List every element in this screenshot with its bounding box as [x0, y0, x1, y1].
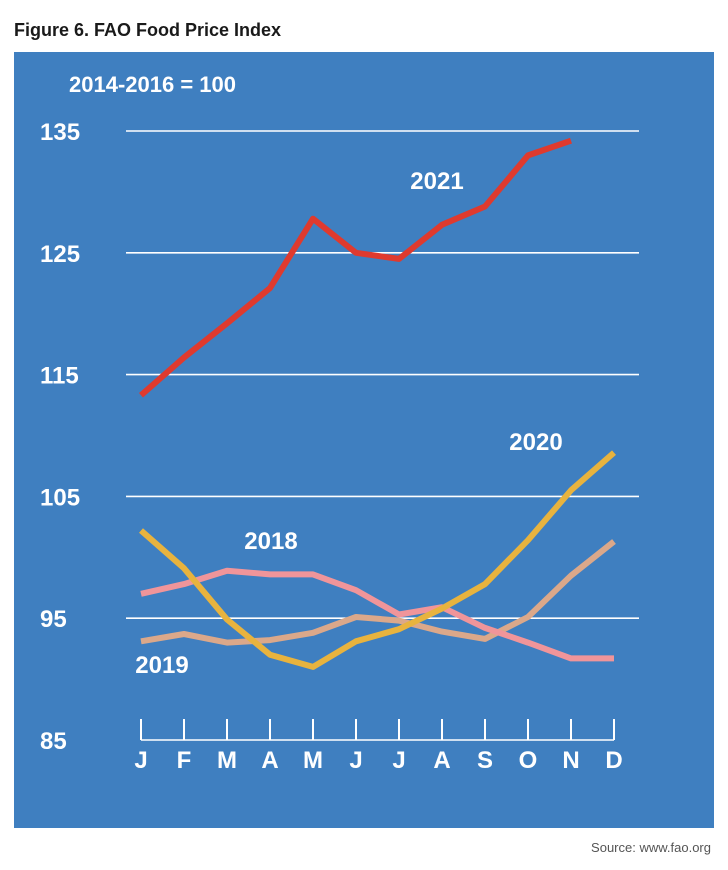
series-label-2019: 2019 [135, 652, 188, 679]
y-tick-label-85: 85 [40, 728, 67, 755]
series-label-2018: 2018 [244, 528, 297, 555]
x-tick-label-7: A [433, 747, 450, 774]
chart-subtitle: 2014-2016 = 100 [69, 72, 236, 97]
series-label-2020: 2020 [509, 429, 562, 456]
y-axis-tick-labels: 85 95 105 115 125 135 [40, 119, 80, 755]
y-tick-label-105: 105 [40, 484, 80, 511]
y-tick-label-95: 95 [40, 606, 67, 633]
series-line-2021 [139, 137, 572, 398]
x-tick-label-3: A [261, 747, 278, 774]
x-tick-label-5: J [349, 747, 362, 774]
x-tick-label-11: D [605, 747, 622, 774]
series-line-2018 [140, 567, 614, 662]
x-tick-label-6: J [392, 747, 405, 774]
x-tick-label-4: M [303, 747, 323, 774]
series-label-2021: 2021 [410, 168, 463, 195]
series-labels: 2021 2020 2019 2018 [135, 168, 562, 679]
series-line-2019 [140, 539, 616, 646]
x-tick-label-1: F [177, 747, 192, 774]
series-lines [139, 137, 616, 670]
x-tick-label-10: N [562, 747, 579, 774]
x-tick-label-8: S [477, 747, 493, 774]
y-tick-label-125: 125 [40, 241, 80, 268]
y-tick-label-135: 135 [40, 119, 80, 146]
x-tick-label-9: O [519, 747, 538, 774]
x-tick-label-2: M [217, 747, 237, 774]
x-tick-label-0: J [134, 747, 147, 774]
source-note: Source: www.fao.org [591, 840, 711, 855]
y-tick-label-115: 115 [40, 363, 79, 390]
figure-title: Figure 6. FAO Food Price Index [14, 20, 282, 40]
series-line-2020 [139, 450, 616, 670]
gridlines [126, 130, 639, 620]
